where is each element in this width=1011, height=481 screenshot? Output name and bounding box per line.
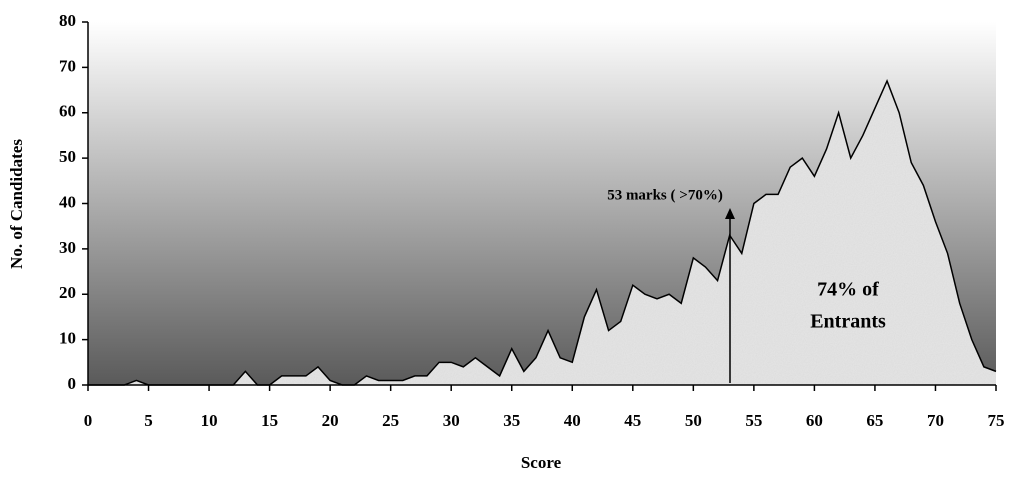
annotation: 53 marks ( >70%) xyxy=(607,187,723,203)
x-tick-label: 50 xyxy=(685,411,702,430)
y-tick-label: 80 xyxy=(59,11,76,30)
x-tick-label: 75 xyxy=(988,411,1005,430)
x-axis-label: Score xyxy=(521,453,562,472)
x-tick-label: 60 xyxy=(806,411,823,430)
x-tick-label: 55 xyxy=(745,411,762,430)
y-tick-label: 70 xyxy=(59,56,76,75)
x-tick-label: 20 xyxy=(322,411,339,430)
x-tick-label: 5 xyxy=(144,411,153,430)
y-tick-label: 20 xyxy=(59,283,76,302)
x-tick-label: 70 xyxy=(927,411,944,430)
x-tick-label: 25 xyxy=(382,411,399,430)
line xyxy=(88,79,997,386)
x-tick-label: 30 xyxy=(443,411,460,430)
x-tick-label: 10 xyxy=(201,411,218,430)
plot xyxy=(88,79,997,386)
y-tick-label: 50 xyxy=(59,147,76,166)
annotation: Entrants xyxy=(810,311,886,333)
x-tick-label: 15 xyxy=(261,411,278,430)
y-tick-label: 30 xyxy=(59,238,76,257)
area xyxy=(88,80,996,386)
arrow-head xyxy=(725,208,735,219)
x-tick-label: 0 xyxy=(84,411,93,430)
x-tick-label: 35 xyxy=(503,411,520,430)
x-tick-label: 65 xyxy=(866,411,883,430)
y-tick-label: 40 xyxy=(59,192,76,211)
y-tick-label: 60 xyxy=(59,102,76,121)
y-tick-label: 0 xyxy=(68,374,77,393)
annotation: 74% of xyxy=(817,279,879,301)
y-axis-label: No. of Candidates xyxy=(7,139,26,269)
x-tick-label: 45 xyxy=(624,411,641,430)
x-tick-label: 40 xyxy=(564,411,581,430)
y-tick-label: 10 xyxy=(59,329,76,348)
